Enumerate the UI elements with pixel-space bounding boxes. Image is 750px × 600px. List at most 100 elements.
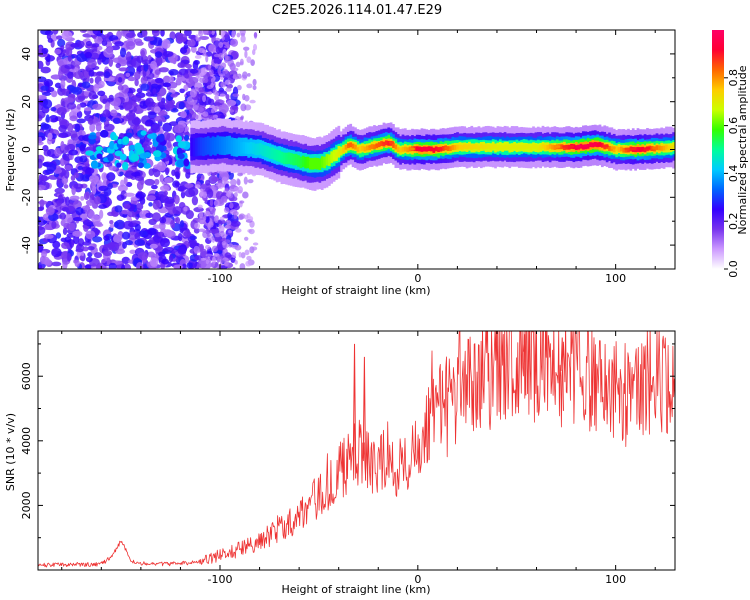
ridge-segment — [498, 144, 502, 150]
noise-blob — [114, 205, 123, 213]
noise-blob — [161, 258, 170, 265]
faint-noise-blob — [203, 215, 207, 221]
noise-blob — [43, 219, 48, 224]
noise-blob — [106, 172, 116, 182]
faint-noise-blob — [198, 210, 204, 219]
noise-blob — [152, 212, 161, 222]
faint-noise-blob — [194, 114, 199, 120]
faint-noise-blob — [224, 225, 231, 229]
ridge-segment — [256, 145, 260, 153]
noise-blob — [159, 185, 170, 192]
ridge-segment — [261, 146, 265, 154]
noise-blob — [211, 176, 220, 182]
ridge-segment — [320, 158, 324, 166]
noise-blob — [88, 90, 97, 100]
noise-blob — [93, 196, 101, 205]
noise-blob — [124, 239, 133, 246]
noise-blob — [123, 220, 134, 230]
ridge-segment — [420, 146, 424, 152]
ridge-segment — [311, 161, 315, 168]
faint-noise-blob — [249, 99, 256, 104]
ridge-segment — [484, 144, 488, 150]
noise-blob — [148, 202, 153, 207]
noise-blob — [72, 230, 83, 237]
faint-noise-blob — [252, 78, 257, 86]
faint-noise-blob — [218, 41, 224, 48]
ridge-segment — [214, 140, 217, 153]
noise-blob — [162, 75, 171, 83]
noise-blob — [60, 140, 65, 151]
noise-blob — [177, 232, 183, 242]
snr-x-tick-label: 100 — [605, 573, 626, 586]
noise-blob — [177, 246, 187, 255]
noise-blob — [67, 139, 74, 144]
ridge-segment — [252, 144, 255, 152]
faint-noise-blob — [198, 30, 204, 37]
faint-noise-blob — [232, 67, 239, 72]
ridge-segment — [617, 147, 621, 152]
noise-blob — [157, 110, 168, 117]
noise-blob — [183, 230, 191, 238]
faint-noise-blob — [200, 174, 205, 181]
ridge-segment — [470, 144, 474, 150]
noise-blob — [185, 210, 194, 220]
noise-blob — [153, 106, 161, 114]
noise-blob — [62, 227, 68, 236]
spectrogram-panel: -100 0 100 -40 -20 0 20 40 Height of straight l… — [4, 29, 676, 297]
noise-blob — [51, 247, 62, 258]
noise-blob — [100, 116, 107, 123]
faint-noise-blob — [224, 79, 231, 85]
noise-blob — [61, 30, 73, 41]
colorbar-tick-label: 0.6 — [727, 117, 740, 135]
ridge-segment — [479, 143, 483, 149]
faint-noise-blob — [238, 251, 242, 258]
faint-noise-blob — [246, 83, 253, 89]
ridge-peak — [603, 144, 609, 148]
noise-blob — [112, 117, 121, 125]
faint-noise-blob — [227, 100, 232, 107]
ridge-segment — [358, 146, 362, 151]
noise-blob — [58, 124, 67, 133]
noise-blob — [77, 165, 83, 170]
faint-noise-blob — [223, 52, 228, 59]
ridge-segment — [510, 144, 514, 150]
noise-blob — [64, 236, 72, 243]
faint-noise-blob — [207, 222, 211, 231]
ridge-segment — [263, 148, 267, 155]
noise-blob — [169, 56, 175, 64]
noise-blob — [193, 227, 200, 234]
noise-blob — [42, 99, 53, 109]
noise-blob — [38, 60, 44, 69]
noise-blob — [149, 257, 159, 268]
faint-noise-blob — [205, 54, 209, 63]
ridge-segment — [534, 144, 538, 150]
faint-noise-blob — [235, 61, 241, 68]
ridge-segment — [282, 154, 286, 161]
ridge-segment — [541, 143, 545, 149]
noise-blob — [88, 69, 95, 77]
noise-blob — [131, 117, 142, 125]
noise-blob — [54, 187, 65, 194]
noise-blob — [136, 262, 144, 269]
ridge-segment — [487, 143, 490, 149]
ridge-segment — [506, 144, 509, 150]
noise-blob — [153, 164, 162, 170]
faint-noise-blob — [219, 99, 225, 104]
spectrogram-ticks: -100 0 100 -40 -20 0 20 40 — [20, 29, 675, 285]
noise-blob — [69, 195, 80, 201]
faint-noise-blob — [213, 199, 220, 207]
faint-noise-blob — [195, 34, 199, 42]
noise-blob — [125, 72, 131, 78]
noise-blob — [45, 169, 54, 175]
noise-blob — [152, 200, 160, 210]
noise-blob — [172, 206, 183, 215]
ridge-segment — [344, 144, 348, 150]
ridge-segment — [612, 147, 616, 153]
noise-blob — [122, 213, 128, 218]
noise-blob — [65, 47, 73, 57]
noise-cluster-blob — [116, 162, 122, 168]
noise-blob — [91, 178, 96, 188]
ridge-peak — [416, 147, 422, 151]
noise-blob — [38, 206, 44, 212]
noise-blob — [134, 223, 141, 232]
